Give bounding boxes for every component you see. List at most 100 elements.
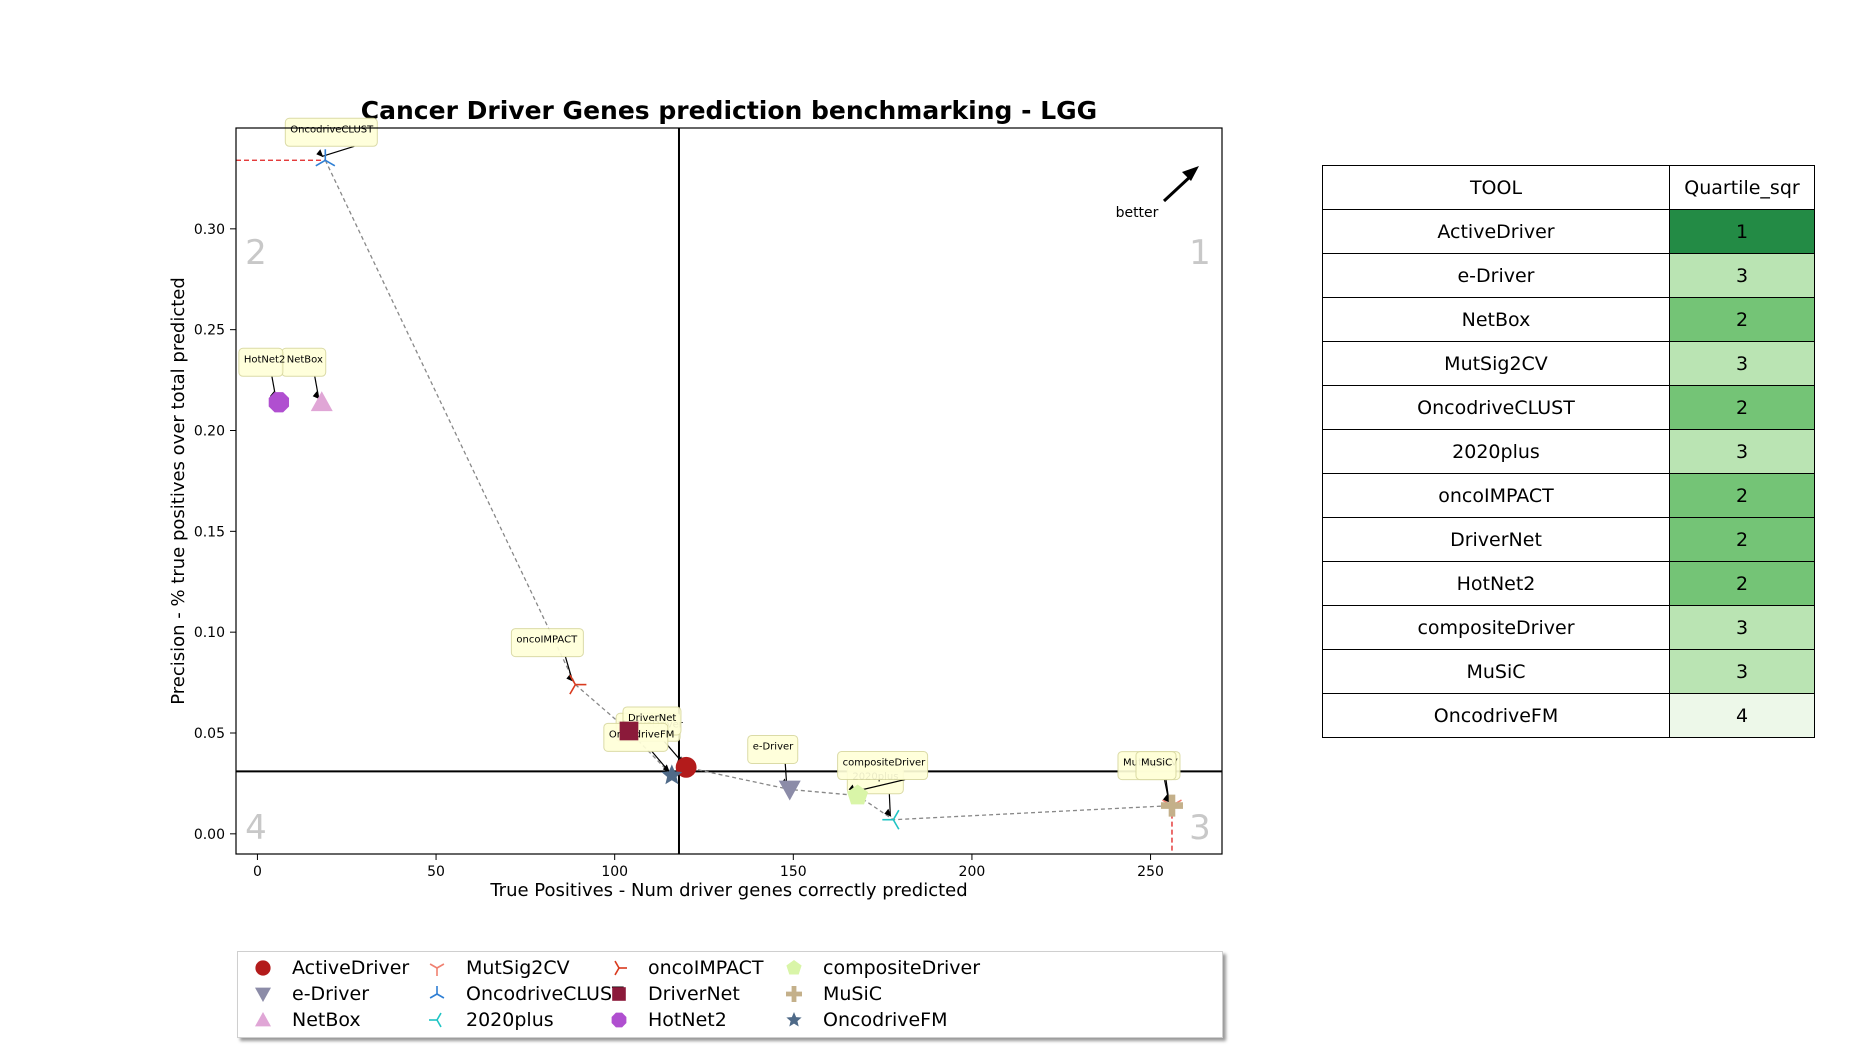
quadrant-label-3: 3 (1189, 808, 1211, 848)
legend-item: e-Driver (252, 982, 369, 1006)
data-point-2020plus (882, 809, 900, 830)
scatter-chart: Cancer Driver Genes prediction benchmark… (168, 96, 1223, 901)
tool-cell: ActiveDriver (1322, 209, 1670, 254)
legend-item: OncodriveFM (783, 1008, 947, 1032)
table-row: MutSig2CV 3 (1322, 341, 1815, 386)
tool-cell: e-Driver (1322, 253, 1670, 298)
header-quartile: Quartile_sqr (1669, 165, 1815, 210)
y-axis-label: Precision - % true positives over total … (168, 277, 189, 705)
annotation-label: OncodriveCLUST (290, 124, 374, 135)
legend-marker (614, 960, 627, 976)
legend-label: OncodriveFM (823, 1009, 948, 1031)
quartile-cell: 3 (1669, 429, 1815, 474)
data-point-oncodriveclust (315, 149, 336, 167)
table-row: compositeDriver 3 (1322, 605, 1815, 650)
data-point-netbox (310, 391, 333, 412)
table-header-row: TOOL Quartile_sqr (1322, 165, 1815, 210)
point-annotation: e-Driver (747, 734, 799, 787)
data-point-music (1160, 794, 1183, 817)
legend-marker (612, 987, 626, 1001)
tool-cell: OncodriveCLUST (1322, 385, 1670, 430)
tool-cell: OncodriveFM (1322, 693, 1670, 738)
tool-cell: MuSiC (1322, 649, 1670, 694)
legend-item: compositeDriver (783, 956, 980, 980)
quartile-cell: 3 (1669, 605, 1815, 650)
legend-label: DriverNet (648, 983, 740, 1005)
point-annotation: oncoIMPACT (510, 628, 584, 682)
legend-item: oncoIMPACT (608, 956, 764, 980)
annotation-label: NetBox (287, 354, 323, 365)
legend-marker (429, 963, 445, 976)
annotation-label: HotNet2 (244, 354, 285, 365)
legend-label: NetBox (292, 1009, 361, 1031)
quartile-cell: 2 (1669, 561, 1815, 606)
x-tick-label: 200 (959, 864, 986, 880)
data-point-compositedriver (847, 784, 869, 805)
quartile-table: TOOL Quartile_sqr ActiveDriver 1 e-Driver 3… (1322, 165, 1815, 738)
chart-legend: ActiveDriver e-Driver NetBox MutSig2CV Oncod… (237, 951, 1223, 1038)
legend-marker (786, 1012, 802, 1027)
legend-label: e-Driver (292, 983, 370, 1005)
annotation-label: e-Driver (753, 741, 794, 752)
annotation-label: oncoIMPACT (516, 635, 578, 646)
x-tick-label: 0 (253, 864, 262, 880)
table-row: ActiveDriver 1 (1322, 209, 1815, 254)
tool-cell: compositeDriver (1322, 605, 1670, 650)
data-point-e-driver (778, 780, 801, 801)
legend-label: HotNet2 (648, 1009, 727, 1031)
x-axis-label: True Positives - Num driver genes correc… (489, 880, 967, 901)
legend-marker (429, 986, 445, 999)
quadrant-label-2: 2 (245, 233, 267, 273)
legend-label: 2020plus (466, 1009, 554, 1031)
x-tick-label: 100 (601, 864, 628, 880)
tool-cell: NetBox (1322, 297, 1670, 342)
point-annotation: OncodriveCLUST (284, 117, 378, 158)
legend-item: MutSig2CV (426, 956, 570, 980)
better-label: better (1116, 205, 1159, 221)
legend-label: OncodriveCLUST (466, 983, 624, 1005)
legend-label: compositeDriver (823, 957, 981, 979)
data-point-drivernet (619, 721, 639, 741)
table-row: e-Driver 3 (1322, 253, 1815, 298)
tool-cell: 2020plus (1322, 429, 1670, 474)
point-annotation: NetBox (281, 347, 327, 400)
legend-item: OncodriveCLUST (426, 982, 624, 1006)
legend-marker (255, 1012, 271, 1027)
annotation-label: DriverNet (628, 713, 676, 724)
plot-frame (235, 127, 1223, 855)
quartile-cell: 3 (1669, 341, 1815, 386)
x-tick-label: 250 (1137, 864, 1164, 880)
data-point-oncoimpact (569, 674, 587, 695)
pareto-front-line (324, 159, 1173, 821)
point-annotation: MuSiC (1135, 751, 1177, 803)
legend-label: MuSiC (823, 983, 883, 1005)
data-point-oncodrivefm (661, 764, 683, 785)
legend-label: ActiveDriver (292, 957, 410, 979)
legend-item: MuSiC (783, 982, 882, 1006)
quartile-cell: 1 (1669, 209, 1815, 254)
legend-item: HotNet2 (608, 1008, 727, 1032)
y-tick-label: 0.00 (194, 827, 225, 843)
table-row: DriverNet 2 (1322, 517, 1815, 562)
tool-cell: DriverNet (1322, 517, 1670, 562)
table-row: oncoIMPACT 2 (1322, 473, 1815, 518)
quartile-cell: 2 (1669, 297, 1815, 342)
header-tool: TOOL (1322, 165, 1670, 210)
legend-marker (786, 986, 802, 1002)
point-annotation: HotNet2 (238, 347, 285, 400)
quadrant-label-4: 4 (245, 808, 267, 848)
annotation-label: MuSiC (1141, 758, 1172, 769)
quartile-cell: 3 (1669, 649, 1815, 694)
y-tick-label: 0.05 (194, 726, 225, 742)
legend-label: MutSig2CV (466, 957, 570, 979)
chart-title: Cancer Driver Genes prediction benchmark… (361, 96, 1097, 125)
quartile-cell: 2 (1669, 385, 1815, 430)
table-row: OncodriveCLUST 2 (1322, 385, 1815, 430)
y-tick-label: 0.20 (194, 424, 225, 440)
y-tick-label: 0.30 (194, 222, 225, 238)
quartile-cell: 4 (1669, 693, 1815, 738)
table-row: HotNet2 2 (1322, 561, 1815, 606)
better-indicator: better (1116, 166, 1199, 221)
table-row: MuSiC 3 (1322, 649, 1815, 694)
y-tick-label: 0.15 (194, 524, 225, 540)
